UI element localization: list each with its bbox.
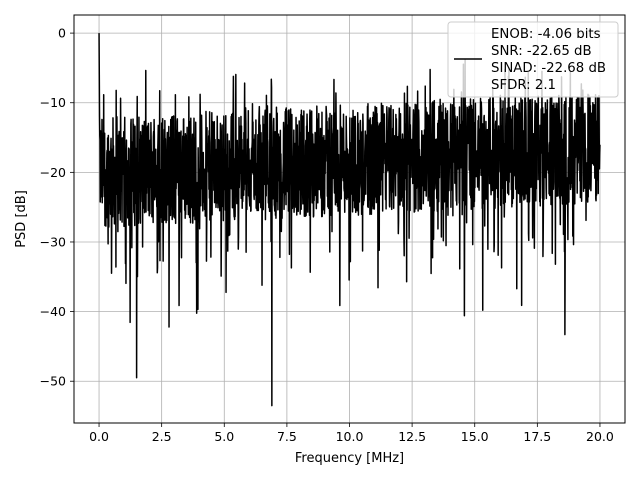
y-tick-label: −50 <box>40 374 66 389</box>
legend-text-sinad: SINAD: -22.68 dB <box>491 61 606 76</box>
y-axis-ticks: 0 −10 −20 −30 −40 −50 <box>40 26 74 389</box>
axes-frame <box>73 14 626 424</box>
x-tick-label: 2.5 <box>152 429 172 444</box>
x-axis-ticks: 0.0 2.5 5.0 7.5 10.0 12.5 15.0 17.5 20.0 <box>89 423 614 444</box>
x-tick-label: 12.5 <box>398 429 426 444</box>
x-axis-label: Frequency [MHz] <box>295 451 404 466</box>
x-tick-label: 10.0 <box>336 429 364 444</box>
y-tick-label: −10 <box>40 95 66 110</box>
x-tick-label: 15.0 <box>461 429 489 444</box>
y-tick-label: 0 <box>58 26 66 41</box>
x-tick-label: 20.0 <box>586 429 614 444</box>
x-tick-label: 5.0 <box>214 429 234 444</box>
legend-text-snr: SNR: -22.65 dB <box>491 44 592 59</box>
legend-text-enob: ENOB: -4.06 bits <box>491 27 601 42</box>
x-tick-label: 7.5 <box>277 429 297 444</box>
psd-series-line <box>98 33 601 407</box>
plot-area <box>98 33 601 407</box>
y-tick-label: −40 <box>40 304 66 319</box>
y-tick-label: −30 <box>40 234 66 249</box>
legend-text-sfdr: SFDR: 2.1 <box>491 78 556 93</box>
y-axis-label: PSD [dB] <box>14 190 29 248</box>
legend-box <box>447 21 619 98</box>
y-tick-label: −20 <box>40 165 66 180</box>
x-tick-label: 17.5 <box>523 429 551 444</box>
x-tick-label: 0.0 <box>89 429 109 444</box>
legend: ENOB: -4.06 bits SNR: -22.65 dB SINAD: -… <box>447 21 619 98</box>
